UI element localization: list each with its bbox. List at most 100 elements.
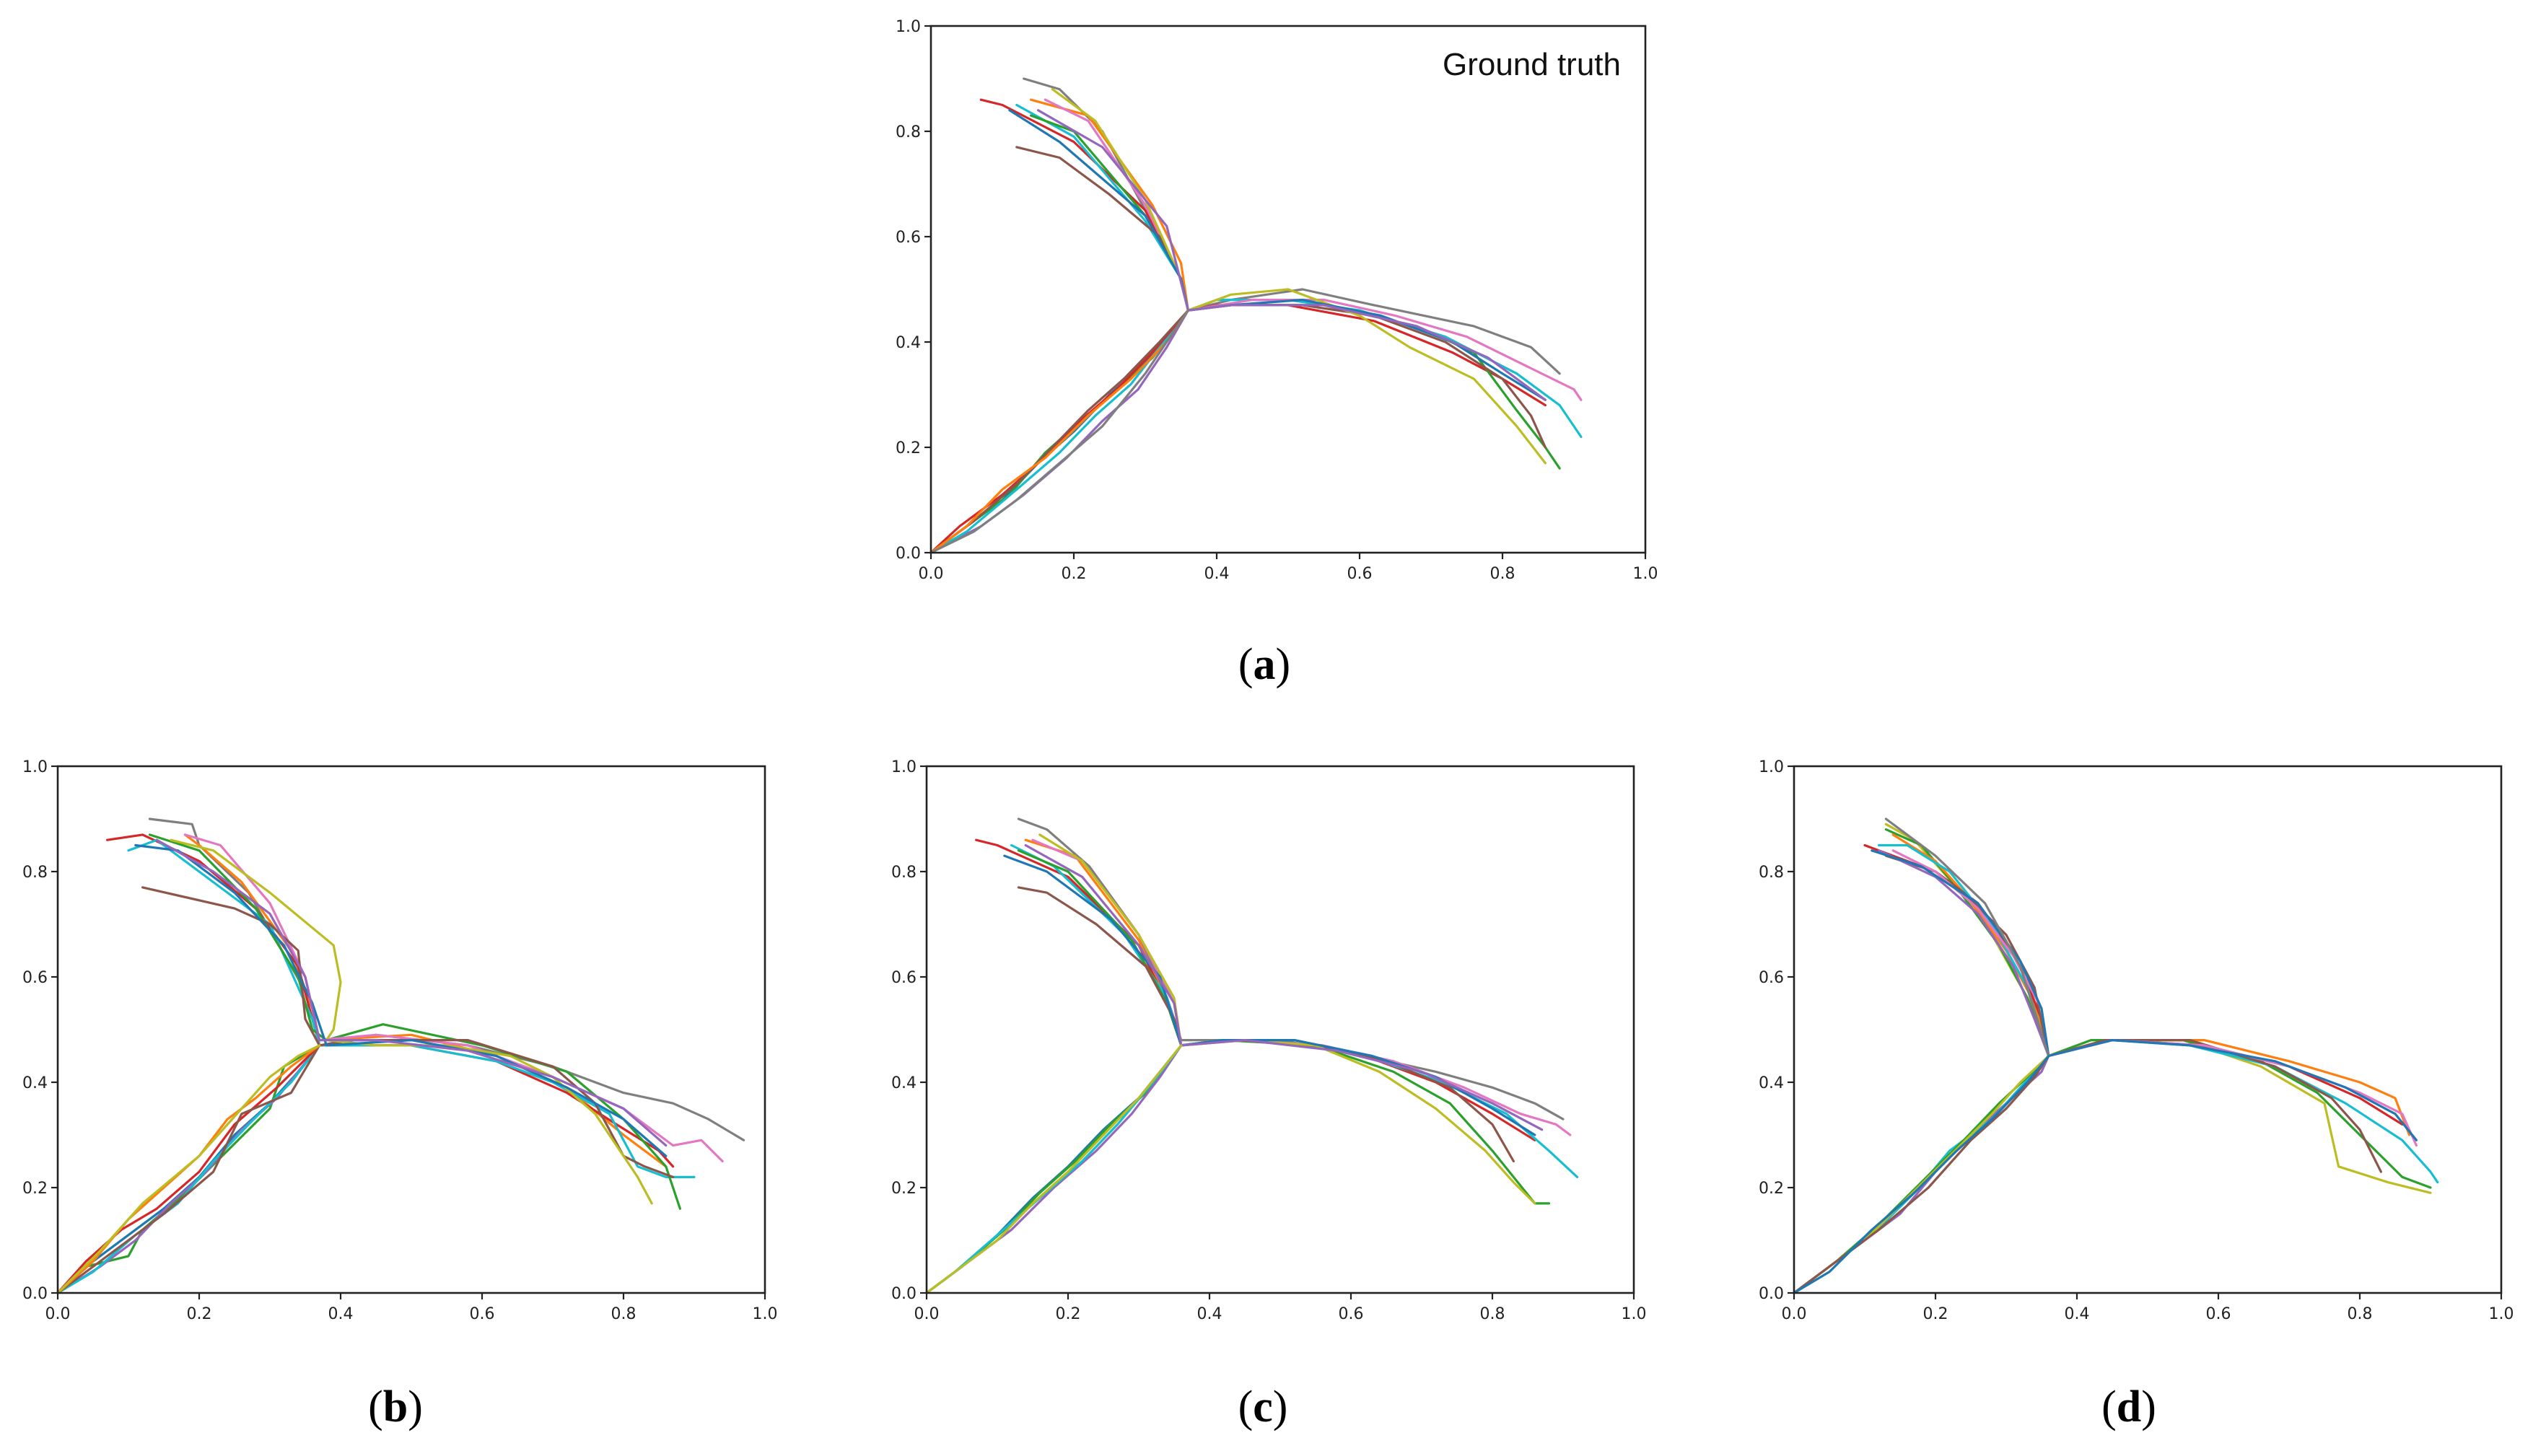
series-a-purple (1036, 109, 1547, 401)
series-d-gray (1884, 817, 2050, 1058)
plot-frame-c (925, 765, 1635, 1294)
series-b-trunk-green (56, 1044, 321, 1294)
y-tick-label-c: 0.2 (891, 1180, 916, 1198)
caption-d: (d) (2101, 1382, 2156, 1431)
y-tick-label-d: 0.2 (1759, 1180, 1784, 1198)
x-tick-label-a: 0.8 (1490, 565, 1515, 583)
series-a-trunk-red (929, 309, 1189, 554)
chart-panel-d: 0.0 0.2 0.4 0.6 0.8 1.0 0.0 0.2 0.4 0.6 0.8 1.0 (1759, 758, 2514, 1323)
series-b-brown (141, 886, 675, 1179)
series-a-trunk-brown (929, 309, 1189, 554)
y-tick-label-c: 0.6 (891, 969, 916, 987)
series-b-trunk-olive (56, 1044, 321, 1294)
series-d-red (1863, 843, 2404, 1126)
series-a-trunk-gray (929, 309, 1189, 554)
chart-panel-b: 0.0 0.2 0.4 0.6 0.8 1.0 0.0 0.2 0.4 0.6 0.8 1.0 (22, 758, 778, 1323)
series-b-blue (134, 843, 668, 1157)
x-tick-label-d: 0.8 (2348, 1305, 2373, 1323)
series-d-purple (1877, 849, 2050, 1058)
x-tick-label-c: 1.0 (1622, 1305, 1647, 1323)
y-tick-label-a: 0.2 (896, 439, 921, 457)
series-c-trunk-blue (925, 1044, 1183, 1294)
x-tick-label-b: 0.2 (187, 1305, 212, 1323)
x-tick-label-d: 0.0 (1782, 1305, 1807, 1323)
chart-b-svg: 0.0 0.2 0.4 0.6 0.8 1.0 0.0 0.2 0.4 0.6 0.8 1.0 (22, 758, 778, 1323)
series-c-trunk-olive (925, 1044, 1183, 1294)
series-b-trunk-orange (56, 1044, 321, 1294)
series-d-brown (1884, 854, 2383, 1173)
series-b-cyan (127, 838, 696, 1179)
series-a-trunk-cyan (929, 309, 1189, 554)
y-tick-label-b: 0.0 (22, 1285, 48, 1303)
x-tick-label-b: 1.0 (753, 1305, 778, 1323)
x-tick-label-a: 1.0 (1633, 565, 1658, 583)
caption-a: (a) (1238, 640, 1291, 689)
series-a-trunk-purple (929, 309, 1189, 554)
series-b-trunk-brown (56, 1044, 321, 1294)
x-tick-label-c: 0.2 (1056, 1305, 1081, 1323)
x-tick-label-b: 0.8 (611, 1305, 636, 1323)
x-tick-label-b: 0.0 (45, 1305, 71, 1323)
x-tick-label-d: 0.6 (2206, 1305, 2231, 1323)
x-tick-label-b: 0.6 (470, 1305, 495, 1323)
series-c-olive (1038, 833, 1536, 1205)
series-b-red (105, 833, 675, 1168)
series-a-gray (1023, 77, 1561, 375)
series-c-trunk-green (925, 1044, 1183, 1294)
series-c-trunk-cyan (925, 1044, 1183, 1294)
chart-d-svg: 0.0 0.2 0.4 0.6 0.8 1.0 0.0 0.2 0.4 0.6 0.8 1.0 (1759, 758, 2514, 1323)
chart-c-svg: 0.0 0.2 0.4 0.6 0.8 1.0 0.0 0.2 0.4 0.6 0.8 1.0 (891, 758, 1647, 1323)
series-a-cyan (1015, 103, 1583, 439)
annotation-a: Ground truth (1443, 47, 1621, 82)
caption-b: (b) (368, 1382, 423, 1431)
series-b-purple (155, 838, 668, 1147)
y-tick-label-d: 1.0 (1759, 758, 1784, 776)
y-tick-label-a: 1.0 (896, 18, 921, 36)
y-tick-label-c: 1.0 (891, 758, 916, 776)
x-tick-label-d: 1.0 (2489, 1305, 2514, 1323)
x-tick-label-d: 0.4 (2065, 1305, 2090, 1323)
y-tick-label-c: 0.4 (891, 1074, 916, 1092)
series-c-red (974, 838, 1536, 1141)
y-tick-label-d: 0.0 (1759, 1285, 1784, 1303)
x-tick-label-c: 0.6 (1339, 1305, 1364, 1323)
x-tick-label-a: 0.4 (1204, 565, 1230, 583)
x-tick-label-b: 0.4 (328, 1305, 354, 1323)
series-a-olive (1051, 87, 1547, 465)
series-a-pink (1044, 98, 1583, 401)
chart-panel-a: 0.0 0.2 0.4 0.6 0.8 1.0 0.0 0.2 0.4 0.6 0.8 1.0 Grou… (896, 18, 1658, 583)
series-c-brown (1017, 886, 1515, 1163)
series-c-orange (1024, 838, 1183, 1047)
y-tick-label-c: 0.8 (891, 864, 916, 882)
y-tick-label-b: 0.4 (22, 1074, 48, 1092)
x-tick-label-c: 0.8 (1480, 1305, 1505, 1323)
series-a-trunk-blue (929, 309, 1189, 554)
series-c-pink (1031, 838, 1572, 1136)
plot-frame-a (929, 25, 1647, 554)
chart-a-svg: 0.0 0.2 0.4 0.6 0.8 1.0 0.0 0.2 0.4 0.6 0.8 1.0 Grou… (896, 18, 1658, 583)
series-a-trunk-green (929, 309, 1189, 554)
x-tick-label-a: 0.2 (1062, 565, 1087, 583)
y-tick-label-a: 0.4 (896, 334, 921, 352)
chart-panel-c: 0.0 0.2 0.4 0.6 0.8 1.0 0.0 0.2 0.4 0.6 0.8 1.0 (891, 758, 1647, 1323)
y-tick-label-b: 1.0 (22, 758, 48, 776)
caption-c: (c) (1238, 1382, 1288, 1431)
y-tick-label-a: 0.6 (896, 229, 921, 247)
series-b-trunk-red (56, 1044, 321, 1294)
series-d-trunk-green (1793, 1054, 2050, 1294)
x-tick-label-a: 0.6 (1347, 565, 1373, 583)
series-a-red (979, 98, 1547, 407)
x-tick-label-a: 0.0 (919, 565, 944, 583)
x-tick-label-c: 0.0 (914, 1305, 940, 1323)
series-d-trunk-brown (1793, 1054, 2050, 1294)
series-b-trunk-cyan (56, 1044, 321, 1294)
x-tick-label-c: 0.4 (1197, 1305, 1222, 1323)
series-d-trunk-blue (1793, 1054, 2050, 1294)
y-tick-label-d: 0.8 (1759, 864, 1784, 882)
y-tick-label-a: 0.0 (896, 545, 921, 563)
y-tick-label-b: 0.6 (22, 969, 48, 987)
series-c-gray (1017, 817, 1565, 1120)
series-d-pink (1891, 849, 2418, 1147)
y-tick-label-b: 0.2 (22, 1180, 48, 1198)
series-d-blue (1871, 849, 2418, 1141)
